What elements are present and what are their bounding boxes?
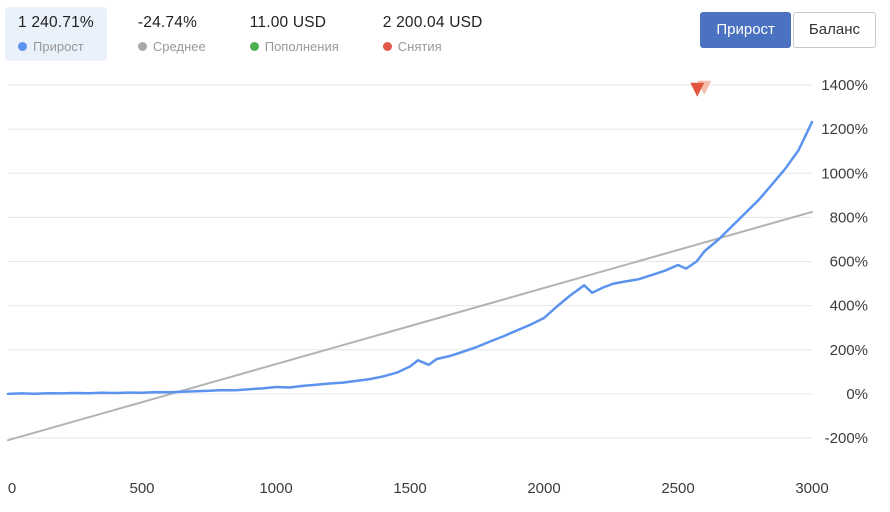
chart-mode-toggle: Прирост Баланс: [698, 12, 876, 48]
legend-withdrawals-label: Снятия: [397, 39, 442, 54]
y-axis-label: 600%: [830, 254, 868, 271]
legend-item-average[interactable]: Среднее: [137, 39, 206, 54]
stat-deposits-value: 11.00 USD: [249, 14, 327, 31]
x-axis-label: 0: [8, 480, 16, 497]
stat-growth-value: 1 240.71%: [18, 14, 94, 31]
legend-item-growth[interactable]: Прирост: [18, 39, 94, 54]
legend-growth-label: Прирост: [33, 39, 84, 54]
stat-average: -24.74% Среднее: [137, 14, 206, 54]
stat-withdrawals-value: 2 200.04 USD: [382, 14, 483, 31]
growth-dot-icon: [18, 42, 27, 51]
legend-average-label: Среднее: [152, 39, 206, 54]
series-line-1: [6, 120, 814, 396]
legend-item-deposits[interactable]: Пополнения: [249, 39, 339, 54]
x-axis-label: 1000: [259, 480, 292, 497]
x-axis-label: 2500: [661, 480, 694, 497]
stat-average-value: -24.74%: [137, 14, 198, 31]
stat-deposits: 11.00 USD Пополнения: [249, 14, 339, 54]
x-axis-label: 3000: [795, 480, 828, 497]
deposits-dot-icon: [249, 42, 259, 51]
y-axis-label: 1000%: [821, 165, 868, 182]
average-dot-icon: [137, 42, 147, 51]
withdrawals-dot-icon: [382, 42, 392, 51]
growth-chart[interactable]: 1400% 1200% 1000% 800% 600% 400% 200% 0% -200% 0 5…: [0, 60, 890, 512]
stat-growth: 1 240.71% Прирост: [5, 7, 107, 61]
stat-withdrawals: 2 200.04 USD Снятия: [382, 14, 483, 54]
y-axis-label: 400%: [830, 298, 868, 315]
y-axis-label: -200%: [825, 430, 868, 447]
y-axis-label: 0%: [846, 386, 868, 403]
legend-item-withdrawals[interactable]: Снятия: [382, 39, 483, 54]
series-line-0: [7, 210, 813, 442]
withdrawal-marker-icon: [690, 82, 705, 97]
stats-header: 1 240.71% Прирост -24.74% Среднее 11.00 …: [0, 0, 890, 61]
balance-tab-button[interactable]: Баланс: [792, 12, 876, 48]
x-axis-label: 500: [129, 480, 154, 497]
x-axis-label: 1500: [393, 480, 426, 497]
x-axis-label: 2000: [527, 480, 560, 497]
y-axis-label: 1400%: [821, 77, 868, 94]
y-axis-label: 800%: [830, 209, 868, 226]
y-axis-label: 200%: [830, 342, 868, 359]
growth-tab-button[interactable]: Прирост: [700, 12, 791, 48]
legend-deposits-label: Пополнения: [264, 39, 339, 54]
y-axis-label: 1200%: [821, 121, 868, 138]
